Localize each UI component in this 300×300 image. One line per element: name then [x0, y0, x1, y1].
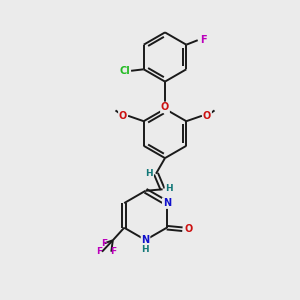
- Text: F: F: [200, 35, 206, 45]
- Text: O: O: [203, 111, 211, 121]
- Text: H: H: [146, 169, 153, 178]
- Text: Cl: Cl: [119, 66, 130, 76]
- Text: O: O: [119, 111, 127, 121]
- Text: F: F: [97, 247, 103, 256]
- Text: O: O: [161, 102, 169, 112]
- Text: H: H: [165, 184, 173, 193]
- Text: O: O: [185, 224, 193, 234]
- Text: F: F: [110, 247, 116, 256]
- Text: H: H: [141, 244, 149, 253]
- Text: N: N: [163, 198, 171, 208]
- Text: F: F: [101, 239, 107, 248]
- Text: N: N: [141, 235, 150, 245]
